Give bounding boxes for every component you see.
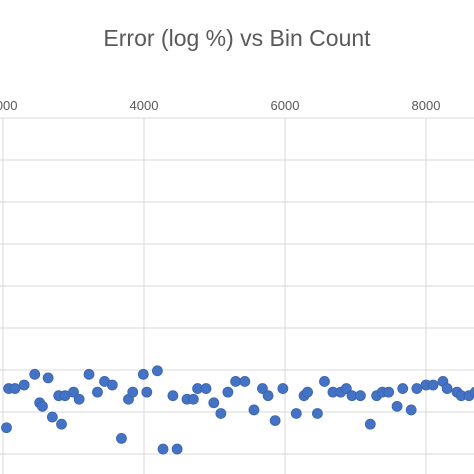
chart-title: Error (log %) vs Bin Count xyxy=(103,25,371,51)
data-point xyxy=(9,383,21,394)
data-point xyxy=(441,383,453,394)
data-point xyxy=(37,400,48,412)
data-point xyxy=(56,418,67,430)
data-point xyxy=(364,418,376,430)
data-point xyxy=(42,372,54,384)
data-point xyxy=(340,383,352,394)
data-point xyxy=(68,386,79,398)
x-tick-label: 2000 xyxy=(0,98,17,113)
data-point xyxy=(171,443,183,455)
data-point xyxy=(127,386,139,398)
data-point xyxy=(167,390,179,402)
data-point xyxy=(397,383,409,394)
data-point xyxy=(391,400,403,412)
data-points xyxy=(1,365,474,455)
data-point xyxy=(1,422,12,434)
data-point xyxy=(239,376,251,387)
data-point xyxy=(29,368,41,380)
data-point xyxy=(277,383,289,394)
data-point xyxy=(18,379,30,391)
data-point xyxy=(215,408,227,419)
gridlines xyxy=(0,117,474,474)
data-point xyxy=(137,368,149,380)
data-point xyxy=(208,397,220,409)
data-point xyxy=(257,383,268,394)
data-point xyxy=(73,393,85,405)
data-point xyxy=(141,386,153,398)
data-point xyxy=(151,365,163,377)
data-point xyxy=(92,386,103,398)
data-point xyxy=(116,432,127,444)
data-point xyxy=(269,415,281,427)
data-point xyxy=(319,376,330,387)
data-point xyxy=(405,404,417,416)
data-point xyxy=(411,383,423,394)
data-point xyxy=(187,393,199,405)
data-point xyxy=(312,408,323,419)
x-tick-label: 8000 xyxy=(412,98,441,113)
data-point xyxy=(469,386,474,398)
data-point xyxy=(262,390,274,402)
data-point xyxy=(290,408,302,419)
data-point xyxy=(46,411,58,423)
x-tick-label: 6000 xyxy=(271,98,300,113)
data-point xyxy=(230,376,242,387)
data-point xyxy=(83,368,95,380)
data-point xyxy=(302,386,313,398)
data-point xyxy=(355,390,366,402)
data-point xyxy=(157,443,169,455)
data-point xyxy=(200,383,212,394)
data-point xyxy=(248,404,260,416)
x-tick-label: 4000 xyxy=(130,98,159,113)
data-point xyxy=(383,386,395,398)
x-axis-ticks: 2000 4000 6000 8000 xyxy=(0,98,440,113)
data-point xyxy=(222,386,234,398)
data-point xyxy=(427,379,439,391)
data-point xyxy=(106,379,118,391)
